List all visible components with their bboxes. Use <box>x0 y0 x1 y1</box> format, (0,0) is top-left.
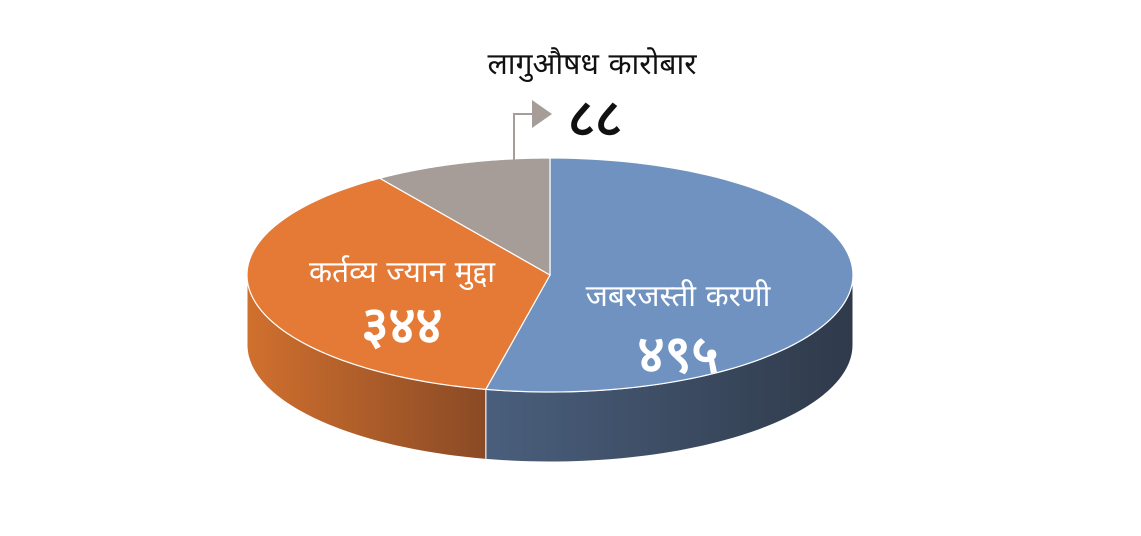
slice-label-0: जबरजस्ती करणी <box>586 279 772 314</box>
slice-label-1: कर्तव्य ज्यान मुद्दा <box>309 255 496 291</box>
slice-value-1: ३४४ <box>361 296 442 356</box>
slice-label-2: लागुऔषध कारोबार <box>487 47 697 83</box>
leader-line <box>513 113 534 160</box>
slice-value-2: ८८ <box>568 89 622 149</box>
slice-value-0: ४९५ <box>637 325 718 385</box>
slice-0 <box>484 157 854 393</box>
slice-2 <box>378 157 551 277</box>
leader-arrow <box>532 100 552 128</box>
slice-1 <box>246 177 551 390</box>
